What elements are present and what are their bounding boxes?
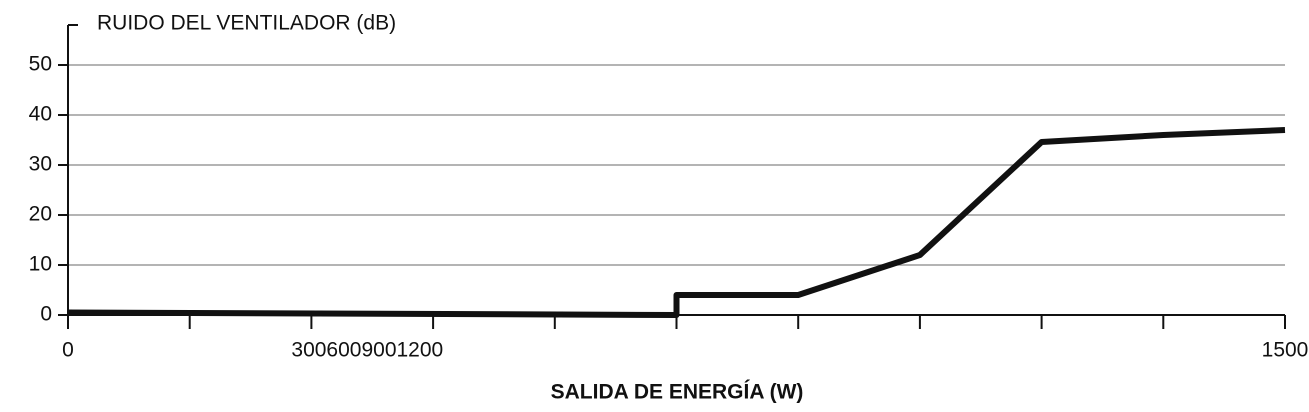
y-tick-label: 30 bbox=[29, 153, 52, 176]
chart-title: RUIDO DEL VENTILADOR (dB) bbox=[97, 12, 396, 35]
y-tick-label: 40 bbox=[29, 103, 52, 126]
x-tick-label: 3006009001200 bbox=[291, 339, 443, 362]
x-tick-label: 1500 bbox=[1262, 339, 1309, 362]
x-tick-label: 0 bbox=[62, 339, 74, 362]
y-tick-label: 0 bbox=[40, 303, 52, 326]
y-tick-label: 50 bbox=[29, 53, 52, 76]
y-tick-label: 10 bbox=[29, 253, 52, 276]
y-tick-label: 20 bbox=[29, 203, 52, 226]
x-axis-label: SALIDA DE ENERGÍA (W) bbox=[551, 381, 804, 404]
data-line bbox=[67, 127, 1286, 318]
